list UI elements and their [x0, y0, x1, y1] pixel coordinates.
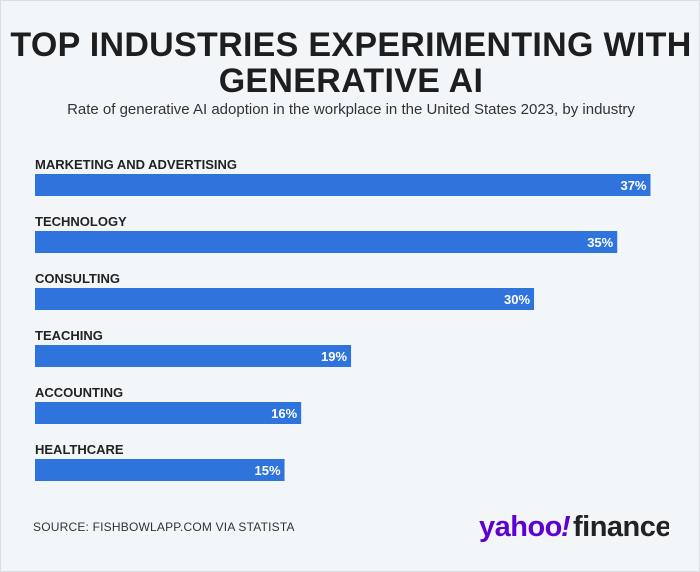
- category-label: MARKETING AND ADVERTISING: [35, 157, 237, 172]
- value-label: 16%: [271, 406, 297, 421]
- chart-title-line-1: TOP INDUSTRIES EXPERIMENTING WITH: [10, 26, 692, 64]
- category-label: CONSULTING: [35, 271, 120, 286]
- bar: [35, 288, 535, 310]
- value-label: 30%: [504, 292, 530, 307]
- bar-chart: MARKETING AND ADVERTISING 37% TECHNOLOGY 35…: [35, 157, 651, 481]
- value-label: 15%: [254, 463, 280, 478]
- value-label: 35%: [587, 235, 613, 250]
- yahoo-finance-logo: yahoo ! finance: [479, 506, 672, 554]
- value-label: 19%: [321, 349, 347, 364]
- bar: [35, 459, 285, 481]
- category-label: TECHNOLOGY: [35, 214, 127, 229]
- category-label: HEALTHCARE: [35, 442, 124, 457]
- bar: [35, 231, 618, 253]
- value-label: 37%: [620, 178, 646, 193]
- logo-yahoo-text: yahoo: [479, 511, 562, 543]
- logo-finance-text: finance: [573, 511, 669, 543]
- chart-title-line-2: GENERATIVE AI: [218, 62, 484, 100]
- category-label: TEACHING: [35, 328, 103, 343]
- chart-subtitle: Rate of generative AI adoption in the wo…: [67, 101, 635, 118]
- bar: [35, 402, 302, 424]
- chart-title: TOP INDUSTRIES EXPERIMENTING WITH GENERA…: [1, 27, 700, 99]
- source-note: SOURCE: FISHBOWLAPP.COM VIA STATISTA: [33, 520, 295, 534]
- category-label: ACCOUNTING: [35, 385, 123, 400]
- bar: [35, 345, 352, 367]
- logo-exclaim-text: !: [561, 511, 571, 543]
- bar: [35, 174, 651, 196]
